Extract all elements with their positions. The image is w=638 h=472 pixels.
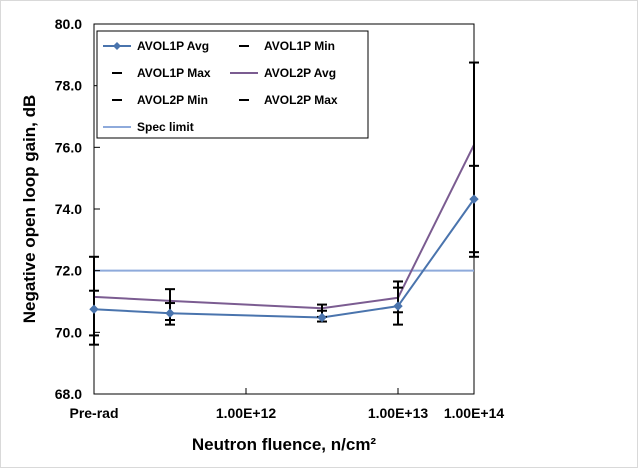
avol1p-avg-point: [393, 301, 403, 311]
y-tick-label: 70.0: [55, 324, 82, 340]
x-tick-label: 1.00E+14: [444, 405, 505, 421]
marker-layer: [89, 61, 479, 346]
y-axis-title: Negative open loop gain, dB: [20, 95, 39, 324]
legend-label: AVOL2P Min: [137, 93, 208, 107]
legend-diamond-marker: [113, 42, 121, 50]
y-tick-label: 80.0: [55, 16, 82, 32]
x-tick-label: 1.00E+13: [368, 405, 429, 421]
legend-label: AVOL1P Min: [264, 39, 335, 53]
legend-label: Spec limit: [137, 120, 194, 134]
avol1p-avg-point: [317, 312, 327, 323]
y-tick-label: 72.0: [55, 263, 82, 279]
y-tick-label: 74.0: [55, 201, 82, 217]
y-tick-label: 78.0: [55, 78, 82, 94]
avol1p-avg-point: [89, 304, 99, 314]
x-tick-label: 1.00E+12: [216, 405, 277, 421]
y-tick-label: 76.0: [55, 139, 82, 155]
legend-box: [96, 30, 369, 139]
legend-label: AVOL1P Max: [137, 66, 211, 80]
y-tick-label: 68.0: [55, 386, 82, 402]
x-axis-title: Neutron fluence, n/cm²: [192, 435, 377, 454]
avol1p-avg-point: [165, 308, 175, 318]
x-tick-label: Pre-rad: [69, 405, 118, 421]
legend-label: AVOL1P Avg: [137, 39, 209, 53]
legend-label: AVOL2P Avg: [264, 66, 336, 80]
legend: AVOL1P Avg AVOL1P Min AVOL1P Max AVOL2P Avg…: [96, 30, 369, 139]
avol1p-avg-point: [469, 194, 479, 204]
tick-layer: 68.0 70.0 72.0 74.0 76.0 78.0 80.0 Pre-rad 1.00E…: [55, 16, 505, 421]
legend-items: AVOL1P Avg AVOL1P Min AVOL1P Max AVOL2P Avg…: [103, 39, 338, 134]
legend-label: AVOL2P Max: [264, 93, 338, 107]
